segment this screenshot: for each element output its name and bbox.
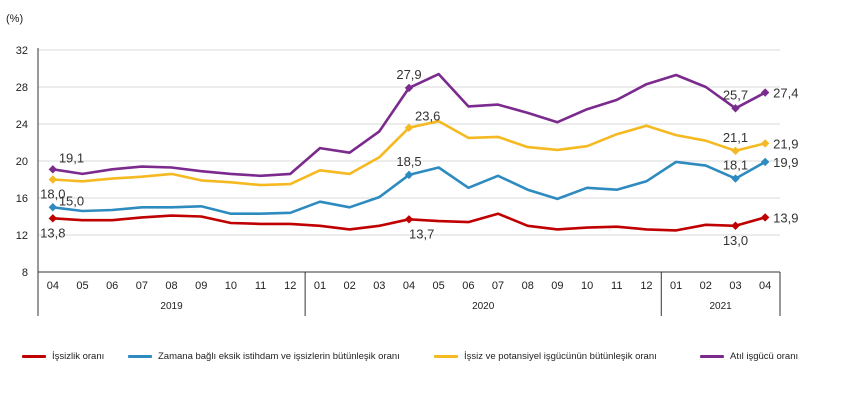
x-tick-label: 01 bbox=[670, 280, 682, 292]
x-tick-label: 04 bbox=[47, 280, 59, 292]
data-point-marker bbox=[731, 174, 740, 183]
legend-item-issiz-potansiyel: İşsiz ve potansiyel işgücünün bütünleşik… bbox=[434, 348, 657, 364]
data-label: 27,4 bbox=[773, 86, 798, 101]
series-line-1 bbox=[52, 160, 766, 215]
data-point-marker bbox=[48, 165, 58, 174]
data-label: 13,9 bbox=[773, 210, 798, 225]
data-point-marker bbox=[731, 104, 740, 113]
data-label: 21,1 bbox=[723, 130, 748, 145]
x-tick-label: 08 bbox=[522, 280, 534, 292]
data-point-marker bbox=[404, 215, 414, 224]
data-label: 13,8 bbox=[40, 225, 65, 240]
legend-item-atil-isgucu: Atıl işgücü oranı bbox=[700, 348, 798, 364]
x-tick-label: 04 bbox=[759, 280, 771, 292]
y-tick-label: 16 bbox=[16, 193, 28, 205]
y-tick-label: 24 bbox=[16, 119, 28, 131]
x-tick-label: 05 bbox=[433, 280, 445, 292]
x-tick-label: 08 bbox=[165, 280, 177, 292]
legend-swatch bbox=[128, 354, 152, 358]
data-label: 19,9 bbox=[773, 155, 798, 170]
x-tick-label: 09 bbox=[195, 280, 207, 292]
y-tick-label: 8 bbox=[22, 267, 28, 279]
data-point-marker bbox=[731, 146, 740, 156]
data-label: 27,9 bbox=[396, 67, 421, 82]
data-point-marker bbox=[48, 203, 58, 212]
x-tick-label: 03 bbox=[729, 280, 741, 292]
data-point-marker bbox=[48, 175, 58, 184]
data-point-marker bbox=[404, 83, 414, 93]
x-tick-label: 11 bbox=[255, 280, 266, 292]
y-tick-label: 28 bbox=[16, 82, 28, 94]
legend-item-zamana-bagli: Zamana bağlı eksik istihdam ve işsizleri… bbox=[128, 348, 400, 364]
x-tick-label: 09 bbox=[551, 280, 563, 292]
data-label: 25,7 bbox=[723, 87, 748, 102]
data-point-marker bbox=[760, 157, 770, 167]
y-axis-label: (%) bbox=[6, 13, 23, 25]
data-point-marker bbox=[404, 123, 414, 132]
data-label: 21,9 bbox=[773, 136, 798, 151]
x-tick-label: 12 bbox=[640, 280, 652, 292]
x-tick-label: 02 bbox=[344, 280, 356, 292]
legend-swatch bbox=[434, 354, 458, 358]
y-tick-label: 20 bbox=[16, 156, 28, 168]
y-tick-label: 32 bbox=[16, 45, 28, 57]
x-tick-label: 01 bbox=[314, 280, 326, 292]
x-tick-label: 03 bbox=[373, 280, 385, 292]
data-label: 13,0 bbox=[723, 233, 748, 248]
legend-item-issizlik: İşsizlik oranı bbox=[22, 348, 104, 364]
x-tick-label: 04 bbox=[403, 280, 415, 292]
x-tick-label: 02 bbox=[700, 280, 712, 292]
x-tick-label: 05 bbox=[76, 280, 88, 292]
year-label: 2019 bbox=[160, 301, 183, 312]
data-point-marker bbox=[760, 213, 770, 222]
data-point-marker bbox=[404, 170, 414, 180]
y-tick-label: 12 bbox=[16, 230, 28, 242]
year-label: 2020 bbox=[472, 301, 495, 312]
data-label: 18,5 bbox=[396, 154, 421, 169]
data-label: 18,0 bbox=[40, 187, 65, 202]
x-tick-label: 10 bbox=[581, 280, 593, 292]
data-point-marker bbox=[760, 139, 770, 148]
legend: İşsizlik oranı Zamana bağlı eksik istihd… bbox=[22, 348, 842, 364]
x-tick-label: 07 bbox=[492, 280, 504, 292]
x-tick-label: 10 bbox=[225, 280, 237, 292]
data-label: 15,0 bbox=[59, 193, 84, 208]
legend-swatch bbox=[700, 354, 724, 358]
x-tick-label: 06 bbox=[106, 280, 118, 292]
legend-label: İşsiz ve potansiyel işgücünün bütünleşik… bbox=[464, 350, 657, 362]
data-point-marker bbox=[731, 221, 740, 230]
legend-label: İşsizlik oranı bbox=[52, 350, 105, 362]
data-point-marker bbox=[760, 88, 770, 97]
data-label: 13,7 bbox=[409, 226, 434, 241]
legend-swatch bbox=[22, 354, 46, 358]
data-label: 23,6 bbox=[415, 109, 440, 124]
year-label: 2021 bbox=[710, 301, 733, 312]
x-tick-label: 06 bbox=[462, 280, 474, 292]
legend-label: Zamana bağlı eksik istihdam ve işsizleri… bbox=[158, 350, 400, 362]
x-tick-label: 12 bbox=[284, 280, 296, 292]
data-point-marker bbox=[48, 214, 58, 223]
legend-label: Atıl işgücü oranı bbox=[730, 350, 799, 362]
data-label: 18,1 bbox=[723, 158, 748, 173]
data-label: 19,1 bbox=[59, 150, 84, 165]
x-tick-label: 11 bbox=[611, 280, 622, 292]
x-tick-label: 07 bbox=[136, 280, 148, 292]
